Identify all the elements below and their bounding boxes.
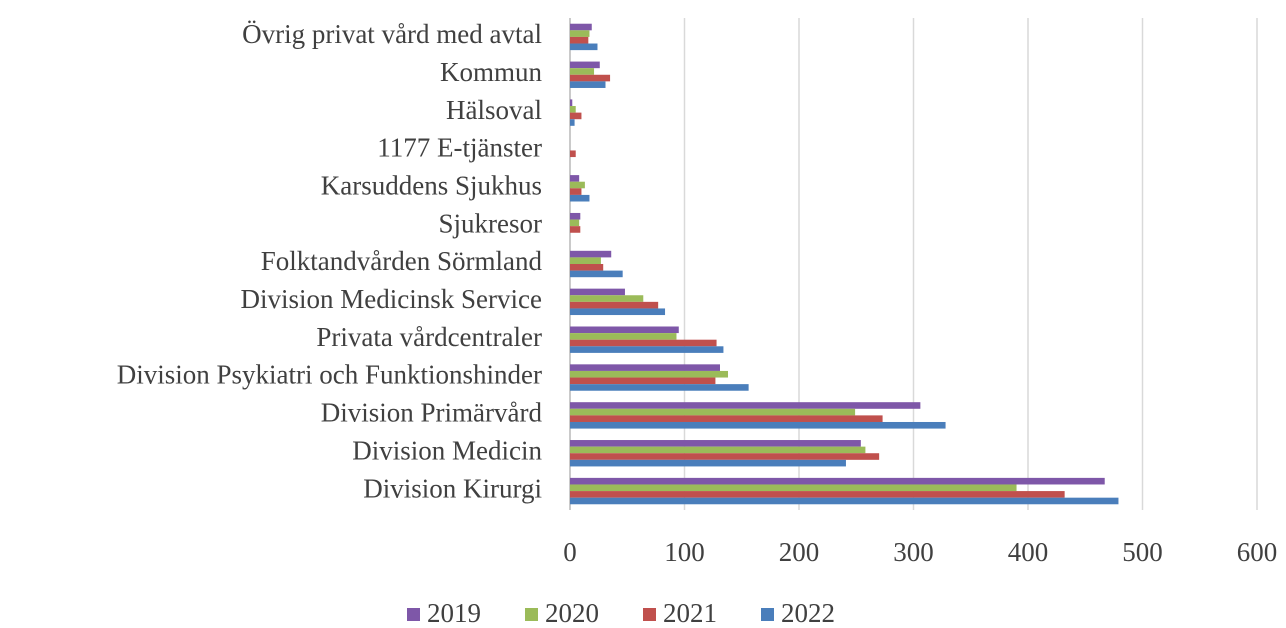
- bar: [570, 219, 580, 227]
- bar: [570, 497, 1119, 505]
- y-tick-label: 1177 E-tjänster: [377, 133, 542, 163]
- bar: [570, 308, 666, 316]
- bar: [570, 446, 866, 454]
- bar: [570, 61, 600, 69]
- legend-label: 2021: [663, 598, 717, 628]
- bar: [570, 119, 575, 126]
- bar: [570, 194, 590, 202]
- bar: [570, 212, 581, 220]
- bar: [570, 477, 1105, 485]
- bar: [570, 264, 604, 271]
- bar: [570, 112, 582, 120]
- bar: [570, 440, 861, 447]
- bar: [570, 408, 856, 416]
- bar: [570, 288, 625, 296]
- bar: [570, 326, 679, 334]
- y-tick-label: Division Kirurgi: [363, 473, 542, 503]
- bar: [570, 150, 576, 158]
- bar: [570, 270, 623, 278]
- legend-swatch: [525, 608, 538, 621]
- y-tick-label: Karsuddens Sjukhus: [321, 171, 542, 201]
- bar: [570, 226, 581, 233]
- bar: [570, 106, 576, 113]
- bar: [570, 301, 659, 309]
- y-tick-label: Division Medicinsk Service: [241, 284, 542, 314]
- bar: [570, 377, 716, 385]
- bar: [570, 36, 589, 44]
- bar: [570, 43, 598, 51]
- bar: [570, 295, 644, 302]
- y-tick-label: Sjukresor: [439, 208, 543, 238]
- bar: [570, 346, 724, 353]
- bar: [570, 453, 880, 460]
- bar: [570, 23, 592, 31]
- x-tick-label: 400: [1008, 537, 1049, 567]
- bar: [570, 421, 946, 429]
- bar: [570, 459, 846, 467]
- bar: [570, 257, 601, 264]
- bar: [570, 333, 677, 340]
- bar: [570, 181, 585, 189]
- x-tick-label: 100: [664, 537, 705, 567]
- y-tick-label: Privata vårdcentraler: [316, 322, 542, 352]
- y-tick-label: Division Primärvård: [321, 398, 543, 428]
- bar: [570, 370, 729, 378]
- legend-swatch: [407, 608, 420, 621]
- bar: [570, 99, 573, 107]
- bar: [570, 30, 590, 37]
- y-tick-label: Kommun: [440, 57, 543, 87]
- x-tick-label: 0: [563, 537, 577, 567]
- bar: [570, 484, 1017, 492]
- x-tick-label: 600: [1237, 537, 1278, 567]
- bar: [570, 402, 921, 409]
- bar: [570, 74, 611, 82]
- legend-label: 2020: [545, 598, 599, 628]
- bar: [570, 364, 720, 371]
- legend-swatch: [761, 608, 774, 621]
- legend-label: 2022: [781, 598, 835, 628]
- y-tick-label: Division Medicin: [352, 435, 542, 465]
- y-tick-label: Hälsoval: [446, 95, 542, 125]
- bar: [570, 491, 1065, 498]
- bar: [570, 175, 580, 182]
- bar: [570, 415, 883, 422]
- x-tick-label: 500: [1122, 537, 1163, 567]
- y-tick-label: Övrig privat vård med avtal: [242, 19, 542, 49]
- bar: [570, 250, 612, 258]
- y-tick-label: Division Psykiatri och Funktionshinder: [117, 360, 542, 390]
- bar: [570, 188, 582, 195]
- x-tick-label: 200: [779, 537, 820, 567]
- bar: [570, 339, 717, 347]
- legend-label: 2019: [427, 598, 481, 628]
- bar: [570, 68, 595, 75]
- y-tick-label: Folktandvården Sörmland: [261, 246, 543, 276]
- bar: [570, 384, 749, 391]
- x-tick-label: 300: [893, 537, 934, 567]
- legend-swatch: [643, 608, 656, 621]
- bar: [570, 81, 606, 88]
